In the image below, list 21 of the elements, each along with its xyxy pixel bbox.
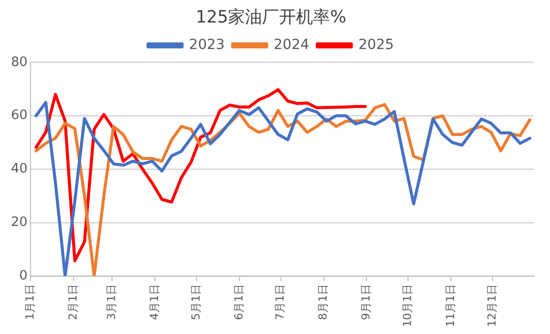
x-tick-label: 3月1日	[105, 284, 118, 320]
x-tick-label: 1月1日	[23, 284, 36, 320]
x-tick-label: 4月1日	[148, 284, 161, 320]
y-tick-label: 40	[10, 162, 28, 177]
x-tick-label: 11月1日	[444, 284, 457, 328]
x-tick-label: 7月1日	[274, 284, 287, 320]
y-tick-label: 80	[10, 54, 28, 70]
y-tick-label: 60	[10, 108, 28, 124]
x-tick-label: 10月1日	[400, 284, 414, 328]
x-tick-label: 9月1日	[360, 284, 372, 320]
x-tick-label: 8月1日	[316, 284, 330, 320]
x-tick-label: 12月1日	[485, 284, 498, 328]
x-tick-label: 6月1日	[232, 284, 246, 320]
x-tick-label: 5月1日	[189, 284, 202, 320]
y-tick-label: 20	[10, 214, 28, 230]
legend-label: 2025	[358, 37, 394, 54]
y-tick-label: 0	[19, 268, 28, 284]
legend-label: 2023	[189, 37, 225, 54]
legend-label: 2024	[274, 37, 310, 54]
chart-title: 125家油厂开机率%	[196, 8, 346, 28]
x-tick-label: 2月1日	[66, 284, 80, 320]
